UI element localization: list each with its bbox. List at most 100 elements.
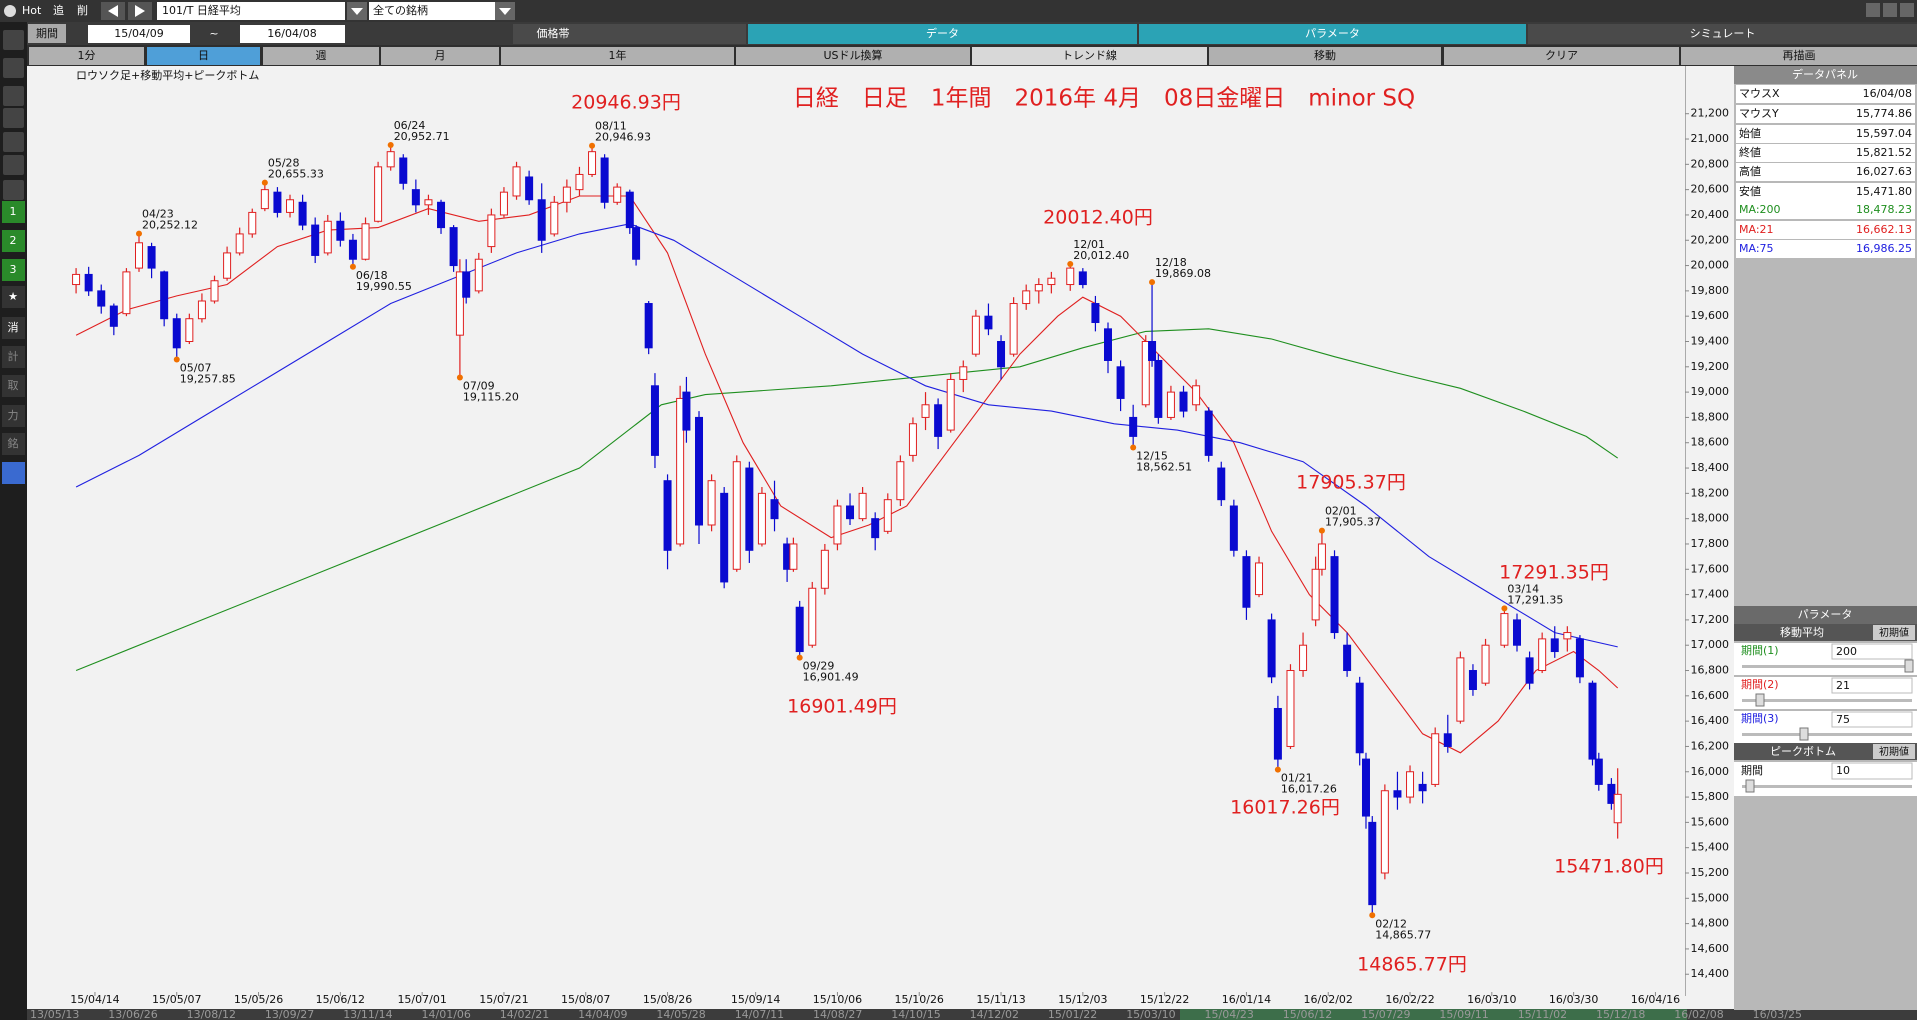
peak-period-input[interactable] [1831,762,1913,780]
toolbar-button[interactable] [381,47,499,65]
slider-track[interactable] [1742,699,1912,702]
tool-icon[interactable] [3,132,24,152]
tab[interactable] [1139,24,1526,44]
y-tick-label: 19,400 [1691,334,1730,347]
toolbar-button[interactable] [1681,47,1917,65]
tool-icon[interactable] [3,180,24,200]
slider-track[interactable] [1742,733,1912,736]
y-tick-label: 18,600 [1691,436,1730,449]
close-button[interactable] [1900,3,1914,17]
tool-icon[interactable] [3,86,24,106]
sidebar-label: 力 [8,409,19,422]
tool-icon[interactable] [3,58,24,78]
toolbar-button[interactable] [147,47,260,65]
symbol: 101/T 日経平均 [162,4,241,17]
candle-body [770,499,779,520]
param-input[interactable] [1831,643,1913,660]
reset-button[interactable] [1873,744,1915,759]
sidebar-button[interactable] [2,259,25,281]
candle-body [644,303,653,349]
x-tick-label: 16/03/10 [1467,993,1516,1006]
bulb-icon[interactable] [4,5,16,17]
sidebar-button[interactable] [2,346,25,368]
candle-body [197,300,206,320]
candle-body [1468,670,1477,691]
slider-track[interactable] [1742,665,1912,668]
slider-track[interactable] [1742,785,1912,788]
x-tick-label: 16/02/02 [1304,993,1353,1006]
candle-body [235,233,244,254]
tab-label: シミュレート [1690,27,1756,40]
peak-date: 12/01 [1073,238,1105,251]
slider-knob[interactable] [1745,779,1755,793]
slider-knob[interactable] [1755,693,1765,707]
x-tick-label: 15/07/21 [479,993,528,1006]
y-tick-label: 16,600 [1691,689,1730,702]
sidebar-button[interactable] [2,317,25,339]
tool-icon[interactable] [3,30,24,50]
tab[interactable] [1528,24,1917,44]
tool-icon[interactable] [3,108,24,128]
param-input[interactable] [1831,677,1913,694]
y-tick-label: 17,800 [1691,537,1730,550]
universe-box[interactable] [369,2,495,20]
settings-button[interactable] [2,462,25,484]
legend-label: MA:200 [1739,203,1781,216]
peak-value: 20,252.12 [142,219,198,232]
candle-body [676,397,685,545]
maximize-button[interactable] [1883,3,1897,17]
toolbar-button[interactable] [1444,47,1679,65]
sidebar-button[interactable] [2,375,25,397]
param-input[interactable] [1831,711,1913,728]
overview-date: 16/03/25 [1753,1008,1802,1020]
minimize-button[interactable] [1866,3,1880,17]
candle-body [650,385,659,456]
y-tick-label: 15,400 [1691,841,1730,854]
candle-body [695,416,704,526]
toolbar-button[interactable] [736,47,970,65]
candle-body [210,280,219,302]
peak-date: 09/29 [803,660,835,673]
candle-body [223,252,232,279]
toolbar-button[interactable] [972,47,1207,65]
to-date-box[interactable] [240,25,345,43]
delete-button[interactable]: 削 [77,3,88,17]
sidebar-button[interactable] [2,230,25,252]
tab[interactable] [748,24,1137,44]
toolbar-button[interactable] [501,47,734,65]
overview-date: 13/05/13 [30,1008,79,1020]
candle-body [1575,638,1584,678]
toolbar-button[interactable] [29,47,144,65]
x-tick-label: 16/03/30 [1549,993,1598,1006]
sidebar-label: 2 [10,234,17,247]
toolbar-button[interactable] [263,47,379,65]
add-button[interactable]: 追 [53,3,64,17]
sidebar-button[interactable] [2,433,25,455]
hot-button[interactable]: Hot [22,4,42,17]
overview-date: 14/07/11 [735,1008,784,1020]
sidebar-button[interactable] [2,201,25,223]
y-tick-label: 20,600 [1691,183,1730,196]
toolbar-button[interactable] [1209,47,1441,65]
peak-marker [1149,279,1156,286]
candle-body [1406,771,1415,798]
slider-knob[interactable] [1799,727,1809,741]
peak-value: 20,655.33 [268,168,324,181]
sidebar-button[interactable] [2,405,25,427]
overview-window[interactable] [1180,1009,1687,1020]
sidebar-button[interactable] [2,286,25,308]
tool-icon[interactable] [3,155,24,175]
reset-button[interactable] [1873,625,1915,640]
y-tick-label: 18,400 [1691,461,1730,474]
candle-body [1192,385,1201,406]
symbol-box[interactable] [157,2,345,20]
tab[interactable] [513,24,746,44]
overview-strip[interactable] [27,1009,1917,1020]
candle-body [908,423,917,456]
candle-body [959,366,968,380]
panel-row-value: 16/04/08 [1863,87,1912,100]
slider-knob[interactable] [1904,659,1914,673]
candle-body [1588,682,1597,760]
candle-body [745,467,754,551]
from-date-box[interactable] [88,25,190,43]
